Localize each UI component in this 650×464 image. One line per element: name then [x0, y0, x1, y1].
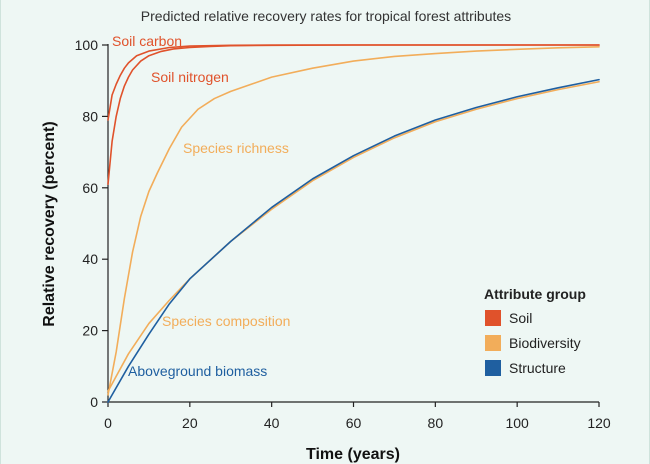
- x-tick-label: 40: [264, 415, 280, 431]
- y-tick-label: 60: [82, 180, 98, 196]
- series-label-species-composition: Species composition: [162, 313, 290, 329]
- series-line-soil-nitrogen: [107, 44, 600, 186]
- legend-swatch-structure: [485, 360, 501, 376]
- legend-swatch-soil: [485, 310, 501, 326]
- series-lines: [107, 44, 600, 403]
- y-ticks: 0 20 40 60 80 100: [75, 37, 108, 410]
- x-tick-label: 60: [346, 415, 362, 431]
- x-tick-label: 100: [505, 415, 529, 431]
- series-label-species-richness: Species richness: [183, 140, 289, 156]
- x-tick-label: 120: [587, 415, 611, 431]
- legend-label-structure: Structure: [509, 360, 566, 376]
- y-tick-label: 20: [82, 323, 98, 339]
- x-tick-label: 80: [428, 415, 444, 431]
- y-tick-label: 0: [90, 394, 98, 410]
- series-label-aboveground-biomass: Aboveground biomass: [128, 363, 267, 379]
- series-label-soil-carbon: Soil carbon: [112, 33, 182, 49]
- series-labels: Soil carbon Soil nitrogen Species richne…: [112, 33, 290, 379]
- x-tick-label: 20: [182, 415, 198, 431]
- y-tick-label: 100: [75, 37, 99, 53]
- x-ticks: 0 20 40 60 80 100 120: [104, 402, 611, 431]
- series-line-species-composition: [107, 80, 600, 393]
- series-label-soil-nitrogen: Soil nitrogen: [151, 69, 229, 85]
- series-line-aboveground-biomass: [107, 78, 600, 403]
- legend-title: Attribute group: [484, 286, 586, 302]
- legend-swatch-biodiversity: [485, 335, 501, 351]
- series-line-species-richness: [107, 45, 600, 396]
- y-tick-label: 80: [82, 108, 98, 124]
- series-line-soil-carbon: [107, 44, 600, 121]
- legend-label-biodiversity: Biodiversity: [509, 335, 581, 351]
- y-axis-title: Relative recovery (percent): [41, 121, 58, 326]
- x-tick-label: 0: [104, 415, 112, 431]
- x-axis-title: Time (years): [306, 446, 400, 463]
- y-tick-label: 40: [82, 251, 98, 267]
- legend-label-soil: Soil: [509, 310, 532, 326]
- legend: Attribute group Soil Biodiversity Struct…: [484, 286, 586, 376]
- chart-title: Predicted relative recovery rates for tr…: [141, 8, 511, 24]
